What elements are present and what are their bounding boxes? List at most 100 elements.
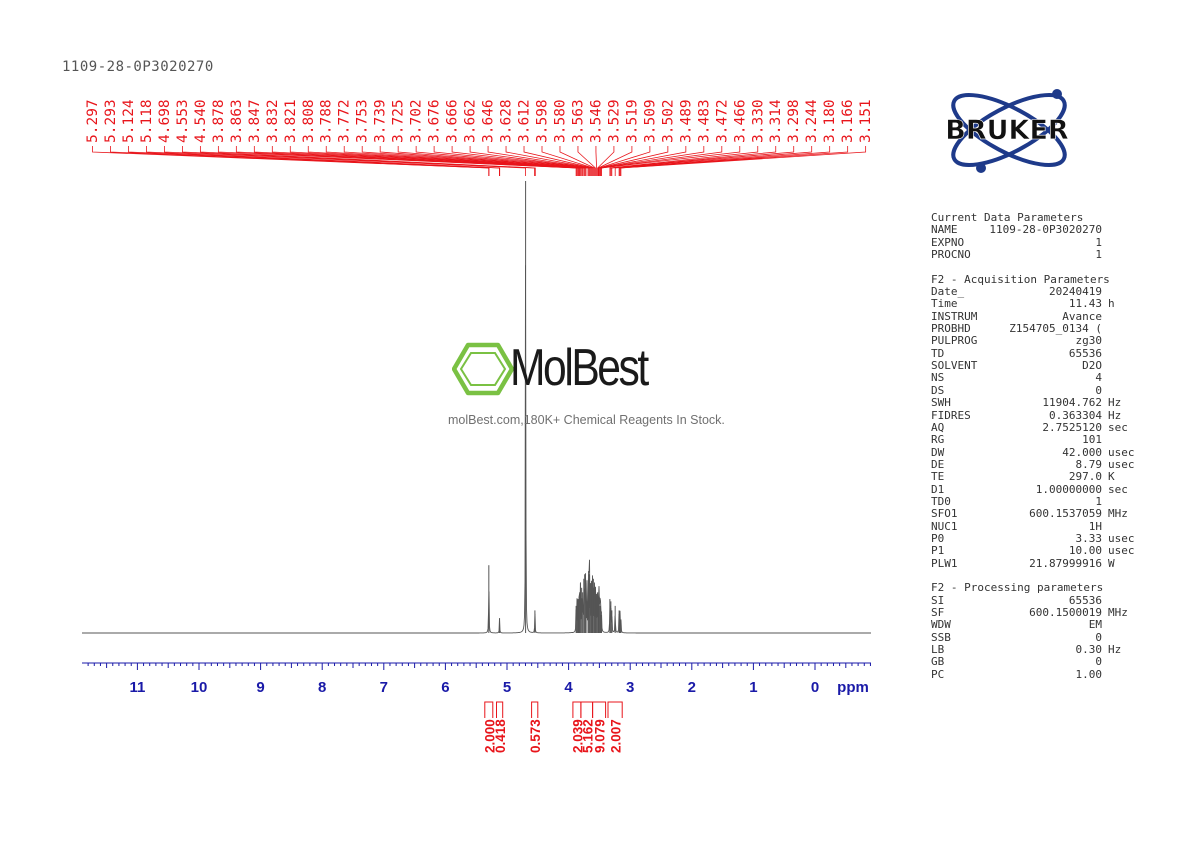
param-row: DW 42.000 usec: [931, 445, 1139, 459]
param-value: 65536: [1068, 346, 1102, 360]
peak-label-leader: [415, 146, 588, 176]
x-tick-label: 2: [688, 679, 696, 696]
integral-bracket: [496, 701, 504, 718]
peak-label-group: 5.297 5.293 5.124 5.118 4.698 4.553 4.540 3.878…: [85, 99, 874, 176]
param-row: NAME 1109-28-0P3020270: [931, 223, 1139, 236]
peak-label: 3.502: [660, 99, 676, 143]
peak-label: 3.863: [229, 99, 245, 143]
peak-label: 3.772: [337, 99, 353, 143]
peak-label-leader: [618, 146, 831, 176]
param-key: SSB: [931, 630, 951, 644]
peak-label-leader: [307, 146, 581, 176]
peak-label: 3.472: [714, 99, 730, 143]
param-value: 4: [1095, 371, 1102, 385]
param-key: FIDRES: [931, 408, 971, 422]
param-unit: usec: [1108, 445, 1135, 459]
x-tick-label: 4: [564, 679, 573, 696]
integral-bracket: [484, 701, 494, 718]
x-tick-label: 10: [191, 679, 208, 696]
param-value: 297.0: [1068, 470, 1102, 484]
param-key: Date_: [931, 285, 965, 299]
integral-bracket: [531, 701, 539, 718]
peak-label-leader: [505, 146, 592, 176]
integral-bracket: [572, 701, 582, 718]
param-row: LB 0.30 Hz: [931, 643, 1139, 656]
peak-label-leader: [164, 146, 526, 176]
peak-label-leader: [379, 146, 586, 176]
param-key: SOLVENT: [931, 359, 978, 373]
param-row: TE 297.0 K: [931, 470, 1139, 484]
param-key: TE: [931, 470, 945, 484]
peak-label-leader: [601, 146, 741, 176]
param-row: DE 8.79 usec: [931, 457, 1139, 471]
peak-label: 3.330: [750, 99, 766, 143]
integral-value: 2.039: [570, 719, 585, 753]
peak-label: 3.646: [481, 99, 497, 143]
peak-label-leader: [619, 146, 849, 176]
param-unit: Hz: [1108, 396, 1122, 410]
param-value: 3.33: [1075, 531, 1103, 545]
x-tick-label: 0: [811, 679, 819, 696]
peak-label-leader: [253, 146, 579, 176]
param-section-title: Current Data Parameters: [931, 211, 1084, 224]
param-row: SSB 0: [931, 630, 1139, 644]
integral-value: 9.079: [593, 719, 608, 753]
param-value: EM: [1088, 618, 1102, 632]
peak-label: 3.878: [211, 99, 227, 143]
param-value: 600.1500019: [1029, 606, 1102, 619]
param-value: 1H: [1088, 519, 1102, 533]
param-key: WDW: [931, 618, 951, 632]
param-row: PROCNO 1: [931, 248, 1139, 261]
peak-label-leader: [577, 146, 596, 176]
x-tick-label: 3: [626, 679, 634, 696]
param-value: 0: [1095, 655, 1102, 669]
param-row: WDW EM: [931, 618, 1139, 632]
param-row: SWH 11904.762 Hz: [931, 396, 1139, 410]
param-key: SF: [931, 606, 945, 619]
peak-label: 3.580: [552, 99, 568, 143]
peak-label-leader: [469, 146, 590, 176]
param-value: 101: [1082, 433, 1102, 447]
x-tick-label: 5: [503, 679, 511, 696]
param-row: SFO1 600.1537059 MHz: [931, 507, 1139, 520]
peak-label-leader: [361, 146, 585, 176]
peak-label: 5.124: [121, 99, 137, 143]
param-row: EXPNO 1: [931, 236, 1139, 249]
param-key: PLW1: [931, 556, 958, 570]
peak-label: 3.509: [642, 99, 658, 143]
param-value: 2.7525120: [1042, 420, 1102, 434]
peak-label: 3.598: [535, 99, 551, 143]
peak-label-leader: [620, 146, 867, 176]
peak-label-leader: [343, 146, 583, 176]
param-key: D1: [931, 482, 945, 496]
peak-label-leader: [217, 146, 577, 176]
peak-label-leader: [397, 146, 586, 176]
peak-label-leader: [600, 146, 705, 176]
param-row: Date_ 20240419: [931, 285, 1139, 299]
param-unit: usec: [1108, 457, 1135, 471]
peak-label: 3.529: [606, 99, 622, 143]
peak-label: 3.151: [858, 99, 874, 143]
peak-label-leader: [271, 146, 580, 176]
watermark-tagline: molBest.com,180K+ Chemical Reagents In S…: [448, 413, 725, 427]
peak-label-leader: [610, 146, 777, 176]
param-value: 11.43: [1068, 297, 1102, 311]
peak-label: 3.244: [804, 99, 820, 143]
param-value: 0: [1095, 630, 1102, 644]
param-value: Avance: [1062, 309, 1102, 323]
integral-value: 5.162: [580, 719, 595, 753]
param-row: SOLVENT D2O: [931, 359, 1139, 373]
param-key: P0: [931, 531, 945, 545]
benzene-ring-icon: [452, 342, 514, 396]
param-value: 21.87999916: [1029, 556, 1102, 570]
peak-label-leader: [597, 146, 633, 176]
peak-label: 3.808: [301, 99, 317, 143]
param-value: Z154705_0134 (: [1009, 322, 1102, 336]
peak-label: 3.676: [427, 99, 443, 143]
peak-label: 3.612: [517, 99, 533, 143]
param-value: 65536: [1068, 593, 1102, 607]
param-key: TD: [931, 346, 945, 360]
peak-label-leader: [325, 146, 583, 176]
